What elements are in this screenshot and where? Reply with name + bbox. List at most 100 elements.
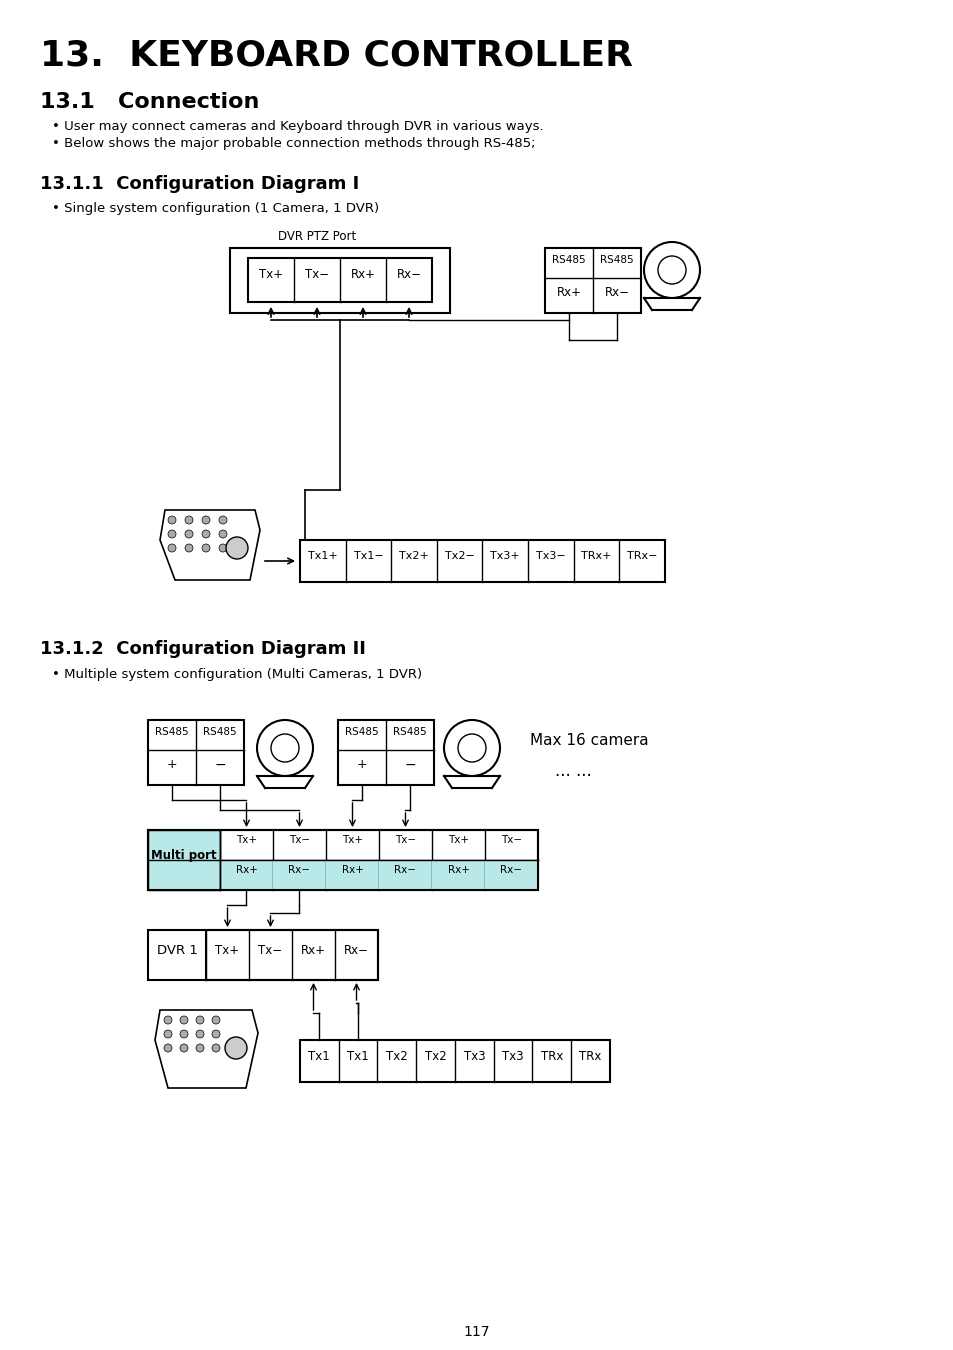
Bar: [484, 860, 537, 890]
Text: Tx−: Tx−: [500, 836, 521, 845]
Bar: [148, 830, 537, 890]
Text: Multi port: Multi port: [151, 849, 216, 861]
Bar: [220, 860, 273, 890]
Text: Tx−: Tx−: [289, 836, 310, 845]
Text: RS485: RS485: [203, 728, 236, 737]
Text: ... ...: ... ...: [555, 761, 591, 780]
Text: Rx−: Rx−: [395, 865, 416, 875]
Text: DVR PTZ Port: DVR PTZ Port: [277, 230, 355, 243]
Circle shape: [168, 516, 175, 524]
Circle shape: [225, 1037, 247, 1058]
Text: Tx+: Tx+: [235, 836, 256, 845]
Text: DVR 1: DVR 1: [156, 944, 197, 957]
Bar: [148, 720, 244, 784]
Text: 13.1.1  Configuration Diagram I: 13.1.1 Configuration Diagram I: [40, 176, 359, 193]
Bar: [326, 860, 378, 890]
Circle shape: [202, 531, 210, 539]
Bar: [299, 540, 664, 582]
Bar: [148, 830, 220, 890]
Circle shape: [202, 544, 210, 552]
Text: TRx: TRx: [540, 1049, 562, 1062]
Text: RS485: RS485: [393, 728, 426, 737]
Circle shape: [212, 1044, 220, 1052]
Text: 13.  KEYBOARD CONTROLLER: 13. KEYBOARD CONTROLLER: [40, 38, 633, 72]
Text: RS485: RS485: [599, 255, 633, 265]
Text: −: −: [214, 757, 226, 772]
Text: Tx−: Tx−: [258, 944, 282, 957]
Circle shape: [219, 544, 227, 552]
Text: • Single system configuration (1 Camera, 1 DVR): • Single system configuration (1 Camera,…: [52, 202, 378, 215]
Circle shape: [226, 537, 248, 559]
Text: Rx+: Rx+: [447, 865, 469, 875]
Bar: [206, 930, 377, 980]
Text: • User may connect cameras and Keyboard through DVR in various ways.: • User may connect cameras and Keyboard …: [52, 120, 543, 134]
Text: Rx+: Rx+: [556, 286, 581, 298]
Bar: [148, 830, 537, 890]
Circle shape: [164, 1017, 172, 1025]
Text: Rx+: Rx+: [341, 865, 363, 875]
Text: TRx−: TRx−: [626, 551, 657, 562]
Text: Tx2: Tx2: [424, 1049, 446, 1062]
Text: Tx1+: Tx1+: [308, 551, 337, 562]
Text: RS485: RS485: [552, 255, 585, 265]
Text: TRx+: TRx+: [580, 551, 611, 562]
Bar: [337, 720, 434, 784]
Text: Tx3+: Tx3+: [490, 551, 519, 562]
Text: • Multiple system configuration (Multi Cameras, 1 DVR): • Multiple system configuration (Multi C…: [52, 668, 421, 680]
Text: Tx3: Tx3: [502, 1049, 523, 1062]
Text: 13.1.2  Configuration Diagram II: 13.1.2 Configuration Diagram II: [40, 640, 366, 657]
Circle shape: [185, 516, 193, 524]
Text: Tx1−: Tx1−: [354, 551, 383, 562]
Text: Rx−: Rx−: [288, 865, 310, 875]
Bar: [148, 930, 377, 980]
Text: Tx−: Tx−: [395, 836, 416, 845]
Text: TRx: TRx: [578, 1049, 601, 1062]
Text: Tx−: Tx−: [305, 269, 329, 282]
Text: +: +: [356, 757, 367, 771]
Circle shape: [212, 1030, 220, 1038]
Circle shape: [219, 516, 227, 524]
Text: Rx−: Rx−: [396, 269, 421, 282]
Text: Tx2+: Tx2+: [398, 551, 429, 562]
Bar: [299, 1040, 609, 1081]
Circle shape: [164, 1044, 172, 1052]
Text: Tx3: Tx3: [463, 1049, 485, 1062]
Text: RS485: RS485: [155, 728, 189, 737]
Circle shape: [195, 1017, 204, 1025]
Polygon shape: [154, 1010, 257, 1088]
Circle shape: [168, 544, 175, 552]
Text: Tx3−: Tx3−: [536, 551, 565, 562]
Text: • Below shows the major probable connection methods through RS-485;: • Below shows the major probable connect…: [52, 136, 535, 150]
Text: Tx+: Tx+: [341, 836, 363, 845]
Text: Rx+: Rx+: [235, 865, 257, 875]
Circle shape: [180, 1017, 188, 1025]
Text: −: −: [404, 757, 416, 772]
Circle shape: [195, 1044, 204, 1052]
Circle shape: [164, 1030, 172, 1038]
Text: Tx1: Tx1: [347, 1049, 369, 1062]
Text: Rx−: Rx−: [500, 865, 522, 875]
Bar: [230, 248, 450, 313]
Text: Tx1: Tx1: [308, 1049, 330, 1062]
Text: Tx2−: Tx2−: [444, 551, 475, 562]
Circle shape: [185, 531, 193, 539]
Text: +: +: [167, 757, 177, 771]
Circle shape: [168, 531, 175, 539]
Polygon shape: [160, 510, 260, 580]
Circle shape: [185, 544, 193, 552]
Text: Max 16 camera: Max 16 camera: [530, 733, 648, 748]
Text: 117: 117: [463, 1324, 490, 1339]
Bar: [432, 860, 484, 890]
Bar: [248, 258, 432, 302]
Circle shape: [195, 1030, 204, 1038]
Circle shape: [219, 531, 227, 539]
Circle shape: [180, 1044, 188, 1052]
Text: Tx+: Tx+: [258, 269, 283, 282]
Text: Rx−: Rx−: [604, 286, 629, 298]
Bar: [378, 860, 432, 890]
Text: Rx+: Rx+: [301, 944, 326, 957]
Circle shape: [180, 1030, 188, 1038]
Text: 13.1   Connection: 13.1 Connection: [40, 92, 259, 112]
Text: Tx2: Tx2: [386, 1049, 407, 1062]
Bar: [148, 830, 220, 890]
